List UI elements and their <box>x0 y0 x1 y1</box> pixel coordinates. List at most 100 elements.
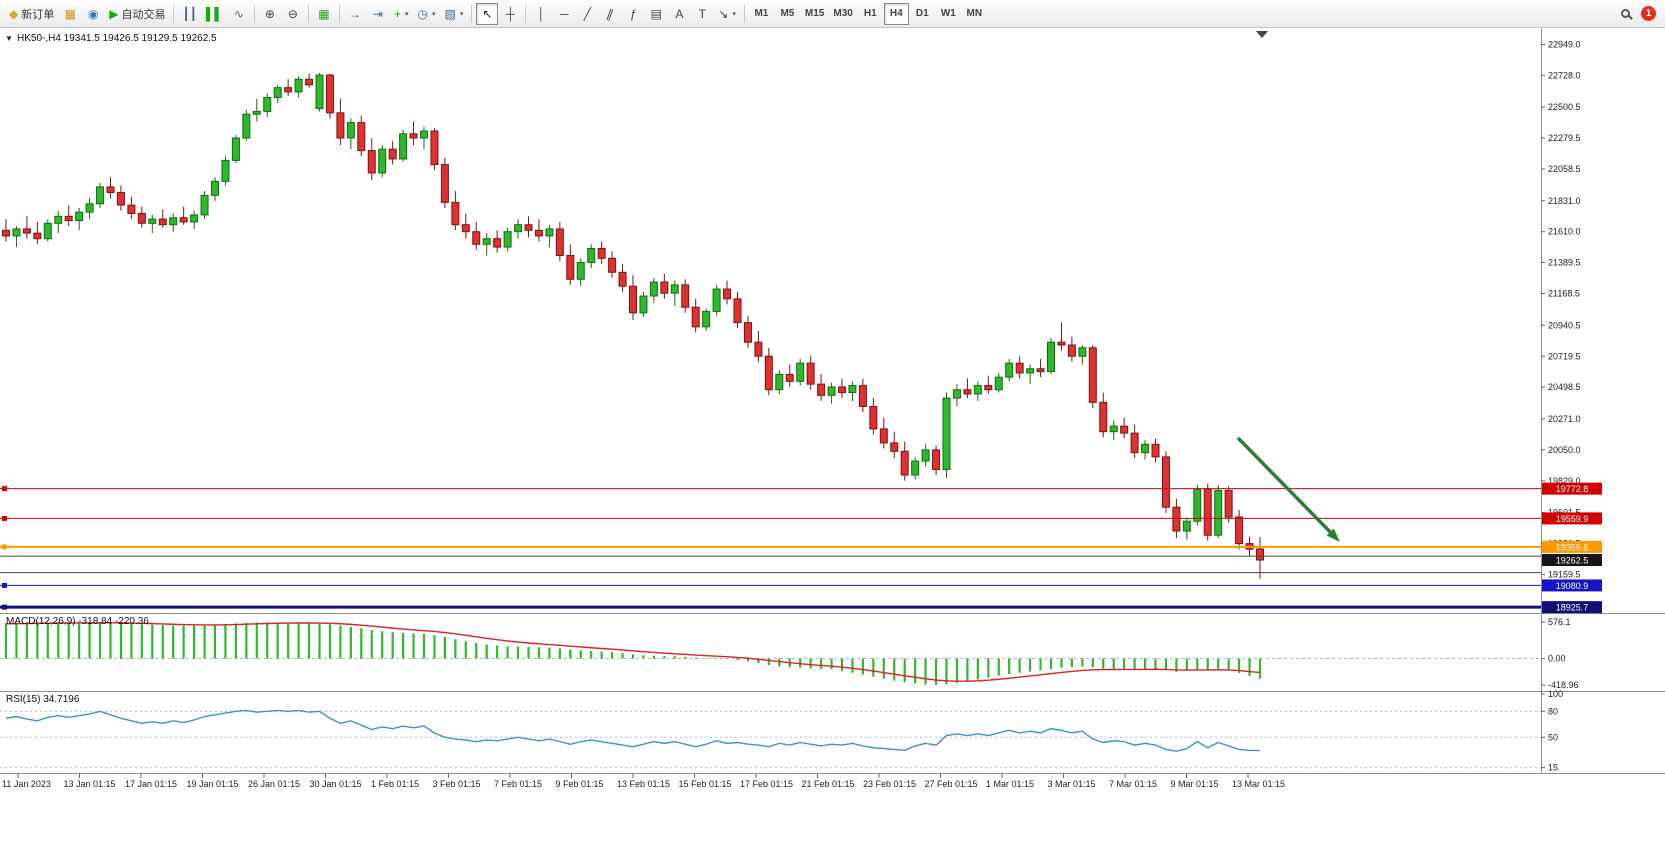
svg-text:1 Feb 01:15: 1 Feb 01:15 <box>371 779 419 789</box>
line-handle <box>2 486 7 492</box>
text-button[interactable]: A <box>668 3 690 25</box>
arrow-tool-icon: ↘ <box>718 6 729 21</box>
auto-scroll-button[interactable]: → <box>344 3 366 25</box>
price-tag <box>1542 512 1602 525</box>
toolbar-separator <box>471 4 473 23</box>
crosshair-button[interactable]: ┼ <box>499 3 521 25</box>
metaeditor-icon: ▦ <box>64 6 76 21</box>
horizontal-line-button[interactable]: ─ <box>553 3 575 25</box>
macd-signal-line <box>5 622 1261 682</box>
timeframe-button-mn[interactable]: MN <box>962 3 987 25</box>
periods-button[interactable]: ◷ ▾ <box>413 3 439 25</box>
notification-badge[interactable]: 1 <box>1641 6 1656 21</box>
svg-text:11 Jan 2023: 11 Jan 2023 <box>2 779 51 789</box>
svg-text:-418.96: -418.96 <box>1548 680 1579 690</box>
cursor-button[interactable]: ↖ <box>476 2 499 25</box>
shapes-button[interactable]: ▤ <box>645 3 667 25</box>
auto-scroll-icon: → <box>348 6 361 21</box>
line-chart-button[interactable]: ∿ <box>228 3 250 25</box>
tile-windows-button[interactable]: ▦ <box>313 3 335 25</box>
svg-text:13 Mar 01:15: 13 Mar 01:15 <box>1232 779 1285 789</box>
toolbar-separator <box>525 4 527 23</box>
fibonacci-button[interactable]: ƒ <box>622 3 644 25</box>
trendline-button[interactable]: ╱ <box>576 3 598 25</box>
svg-text:22728.0: 22728.0 <box>1548 70 1581 80</box>
svg-text:100: 100 <box>1548 689 1563 699</box>
indicators-icon: + <box>393 6 401 21</box>
svg-text:15 Feb 01:15: 15 Feb 01:15 <box>679 779 732 789</box>
chart-shift-button[interactable]: ⇥ <box>367 3 389 25</box>
vertical-line-icon: │ <box>537 6 546 21</box>
one-click-trading-toggle[interactable]: ▼ <box>5 34 13 43</box>
trendline-icon: ╱ <box>583 6 591 21</box>
svg-text:18925.7: 18925.7 <box>1556 603 1589 613</box>
magnifier-icon <box>1620 9 1630 18</box>
toolbar-separator <box>338 4 340 23</box>
metaeditor-button[interactable]: ▦ <box>59 3 81 25</box>
svg-text:3 Feb 01:15: 3 Feb 01:15 <box>433 779 481 789</box>
templates-button[interactable]: ▧ ▾ <box>440 3 467 25</box>
timeframe-button-h1[interactable]: H1 <box>858 3 883 25</box>
line-handle <box>2 604 7 610</box>
new-order-icon: ◆ <box>9 6 19 21</box>
timeframe-button-d1[interactable]: D1 <box>910 3 935 25</box>
svg-text:19159.5: 19159.5 <box>1548 569 1581 579</box>
horizontal-lines[interactable]: 19772.8 19559.9 19356.6 19080.9 18925.7 <box>0 482 1602 614</box>
svg-text:21 Feb 01:15: 21 Feb 01:15 <box>802 779 855 789</box>
svg-text:9 Feb 01:15: 9 Feb 01:15 <box>556 779 604 789</box>
crosshair-icon: ┼ <box>506 6 515 21</box>
svg-text:7 Feb 01:15: 7 Feb 01:15 <box>494 779 542 789</box>
auto-trading-button[interactable]: ▶ 自动交易 <box>105 3 169 25</box>
arrows-button[interactable]: ↘ ▾ <box>714 3 740 25</box>
new-order-button[interactable]: ◆ 新订单 <box>5 3 58 25</box>
rsi-line <box>5 709 1261 752</box>
timeframe-button-m15[interactable]: M15 <box>801 3 828 25</box>
zoom-in-icon: ⊕ <box>264 6 275 21</box>
text-icon: A <box>675 6 684 21</box>
svg-text:20940.5: 20940.5 <box>1548 320 1581 330</box>
search-button[interactable] <box>1614 3 1636 25</box>
trend-arrow[interactable] <box>1236 436 1340 542</box>
chevron-down-icon: ▾ <box>404 10 409 18</box>
label-button[interactable]: T <box>691 3 713 25</box>
svg-text:80: 80 <box>1548 706 1558 716</box>
template-icon: ▧ <box>444 6 456 21</box>
indicators-button[interactable]: + ▾ <box>390 3 413 25</box>
timeframe-button-m30[interactable]: M30 <box>829 3 856 25</box>
svg-text:0.00: 0.00 <box>1548 654 1566 664</box>
channel-button[interactable]: ∥ <box>599 3 621 25</box>
ohlc-bars-icon: ┃┃ <box>182 6 197 21</box>
timeframe-button-m1[interactable]: M1 <box>749 3 774 25</box>
timeframe-button-w1[interactable]: W1 <box>936 3 961 25</box>
line-handle <box>2 582 7 588</box>
svg-text:22058.5: 22058.5 <box>1548 164 1581 174</box>
svg-text:20719.5: 20719.5 <box>1548 351 1581 361</box>
toolbar-separator <box>173 4 175 23</box>
svg-text:22279.5: 22279.5 <box>1548 133 1581 143</box>
svg-text:19262.5: 19262.5 <box>1556 556 1589 566</box>
macd-indicator-label: MACD(12,26,9) -318.84 -220.36 <box>6 616 149 627</box>
globe-icon: ◉ <box>87 6 99 21</box>
community-button[interactable]: ◉ <box>82 3 104 25</box>
bar-chart-button[interactable]: ┃┃ <box>178 3 200 25</box>
svg-text:9 Mar 01:15: 9 Mar 01:15 <box>1171 779 1219 789</box>
time-axis: 11 Jan 2023 13 Jan 01:15 17 Jan 01:15 19 Ja… <box>2 773 1285 789</box>
svg-text:22500.5: 22500.5 <box>1548 102 1581 112</box>
chart-shift-marker[interactable] <box>1256 31 1268 38</box>
timeframe-button-m5[interactable]: M5 <box>775 3 800 25</box>
rsi-indicator-label: RSI(15) 34.7196 <box>6 694 80 705</box>
timeframe-button-h4[interactable]: H4 <box>883 2 909 25</box>
svg-text:23 Feb 01:15: 23 Feb 01:15 <box>863 779 916 789</box>
svg-text:30 Jan 01:15: 30 Jan 01:15 <box>310 779 362 789</box>
zoom-out-button[interactable]: ⊖ <box>282 3 304 25</box>
zoom-in-button[interactable]: ⊕ <box>259 3 281 25</box>
line-handle <box>2 515 7 521</box>
chevron-down-icon: ▾ <box>431 10 436 18</box>
line-chart-icon: ∿ <box>233 6 244 21</box>
svg-text:17 Feb 01:15: 17 Feb 01:15 <box>740 779 793 789</box>
macd-panel: 576.1 0.00 -418.96 <box>0 617 1579 690</box>
candlestick-chart-button[interactable]: ▌▌ <box>202 3 227 25</box>
svg-text:13 Jan 01:15: 13 Jan 01:15 <box>64 779 116 789</box>
vertical-line-button[interactable]: │ <box>530 3 552 25</box>
